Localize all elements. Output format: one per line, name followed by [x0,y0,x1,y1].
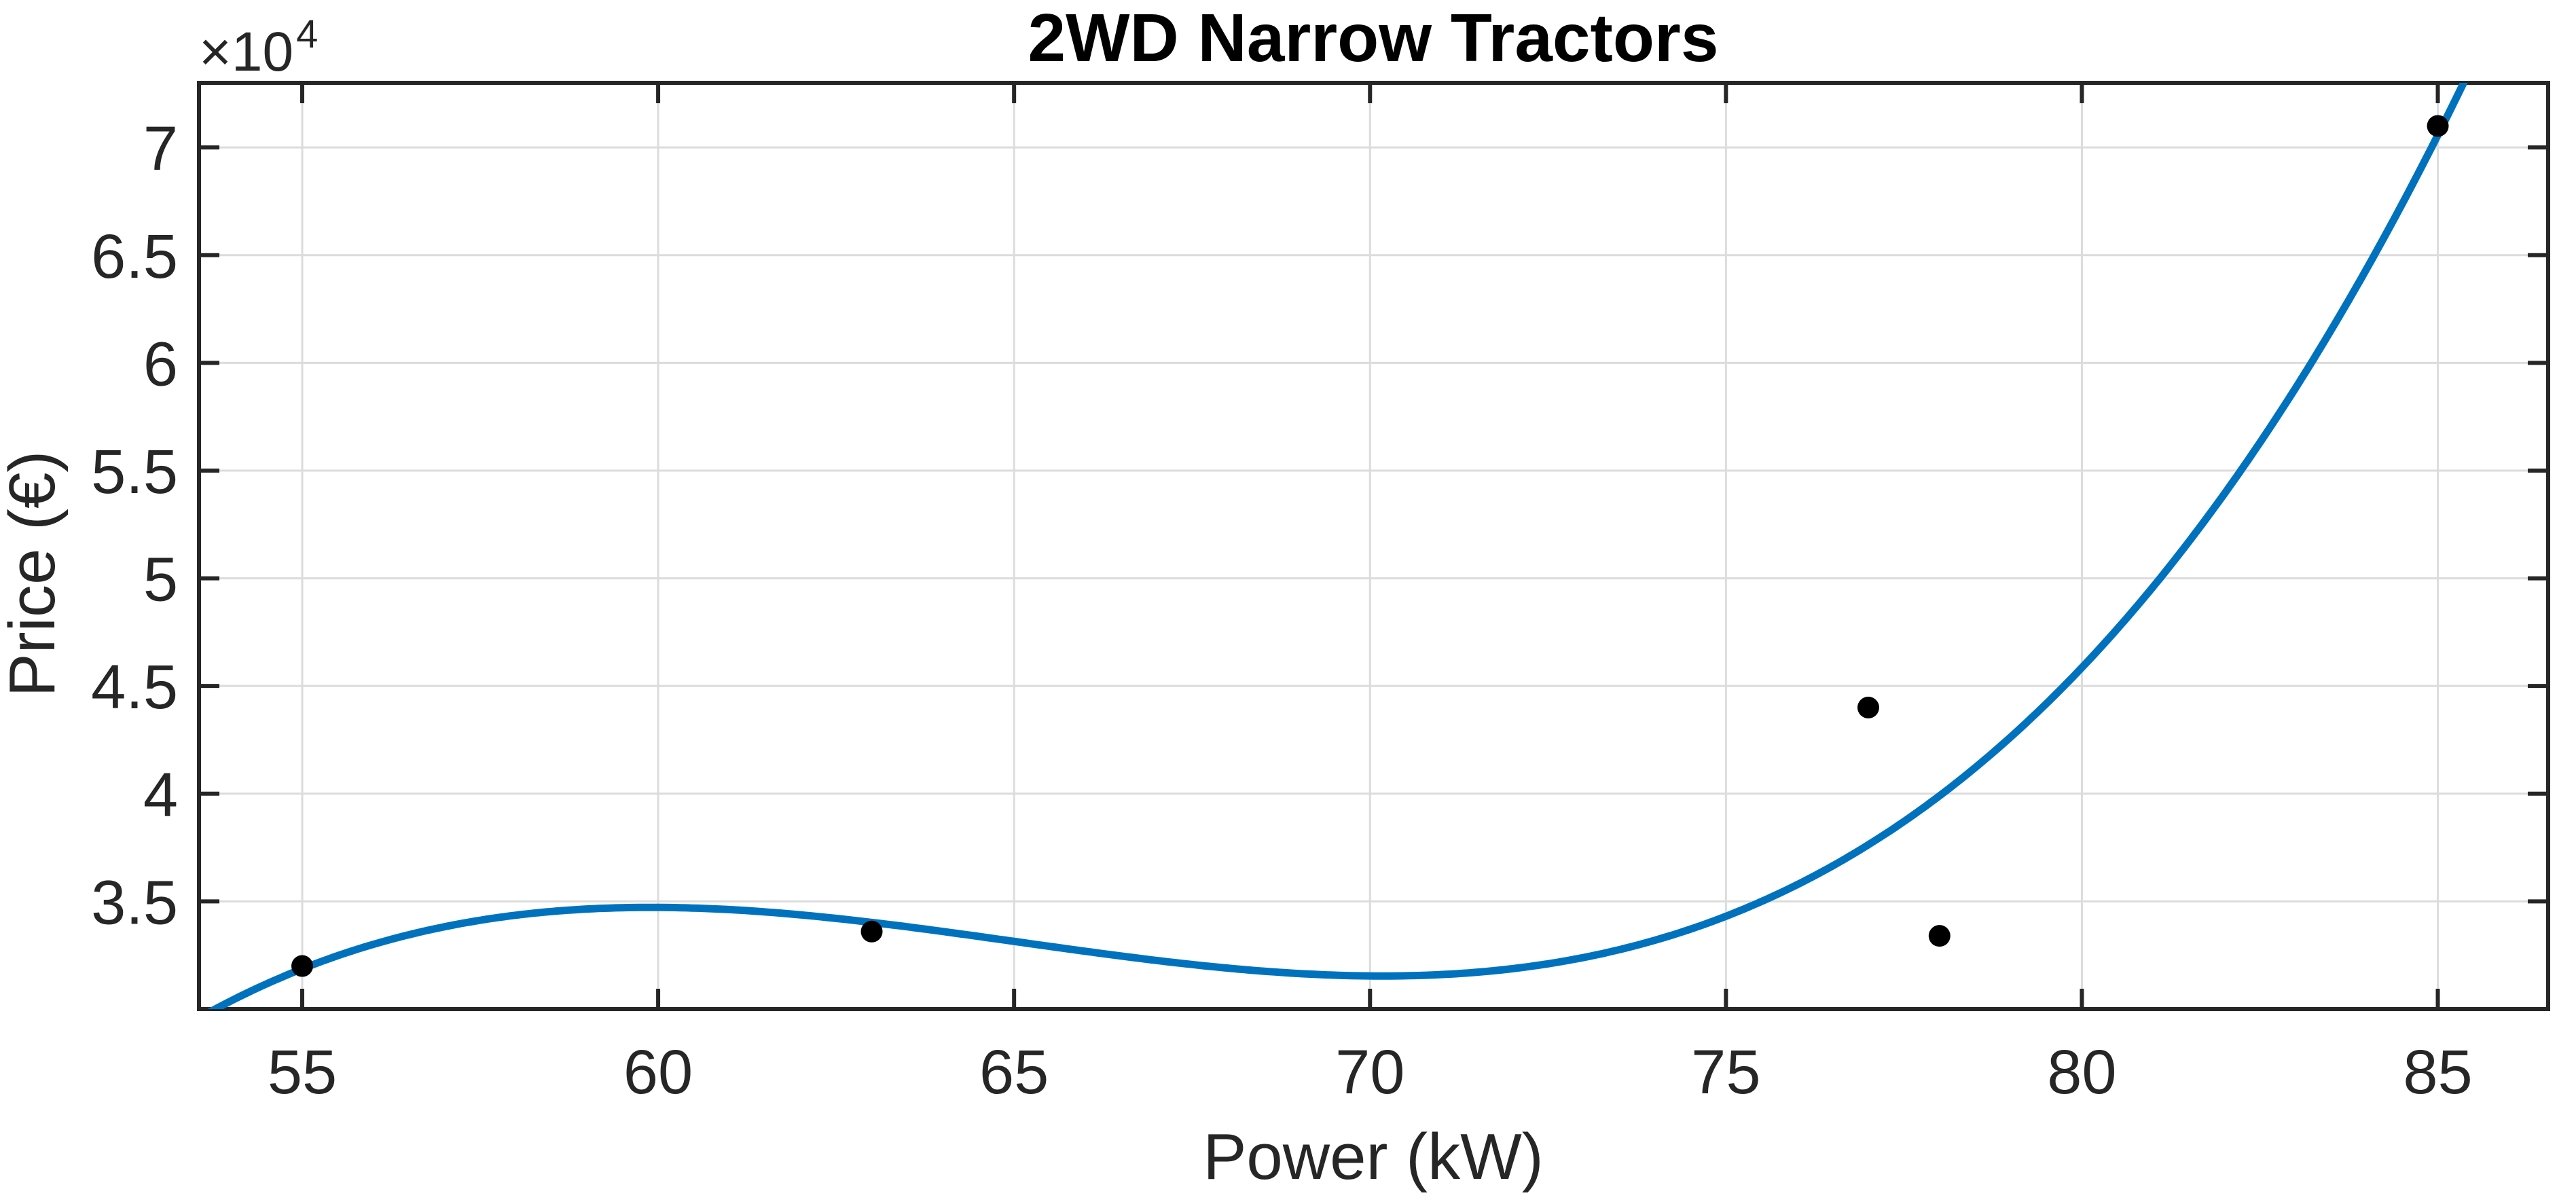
y-tick-label: 4.5 [91,653,178,722]
y-axis-label: Price (€) [0,451,69,697]
x-tick-label: 75 [1691,1038,1760,1107]
data-point [1857,696,1879,718]
plot-box [197,81,2550,1011]
data-point [2427,115,2449,137]
y-tick-label: 7 [143,114,178,183]
axis-ticks [199,83,2548,1009]
gridlines [199,83,2548,1009]
data-point [860,920,883,943]
x-tick-label: 85 [2403,1038,2472,1107]
x-tick-label: 65 [979,1038,1049,1107]
chart-title: 2WD Narrow Tractors [1028,0,1719,76]
y-tick-label: 3.5 [91,868,178,937]
y-tick-labels: 3.5 4 4.5 5 5.5 6 6.5 7 [91,114,178,937]
x-tick-label: 55 [268,1038,337,1107]
x-tick-label: 60 [623,1038,693,1107]
x-tick-label: 70 [1335,1038,1404,1107]
y-axis-exponent-label: ×104 [199,12,318,83]
x-axis-label: Power (kW) [1203,1120,1543,1193]
y-tick-label: 6.5 [91,222,178,291]
y-tick-label: 5 [143,545,178,615]
x-tick-labels: 55 60 65 70 75 80 85 [268,1038,2473,1107]
y-tick-label: 5.5 [91,437,178,507]
x-tick-label: 80 [2047,1038,2116,1107]
y-tick-label: 6 [143,329,178,399]
cubic-fit-curve [207,83,2468,1009]
y-tick-label: 4 [143,761,178,830]
scatter-points [291,115,2449,977]
data-point [1928,925,1951,947]
data-point [291,955,313,977]
